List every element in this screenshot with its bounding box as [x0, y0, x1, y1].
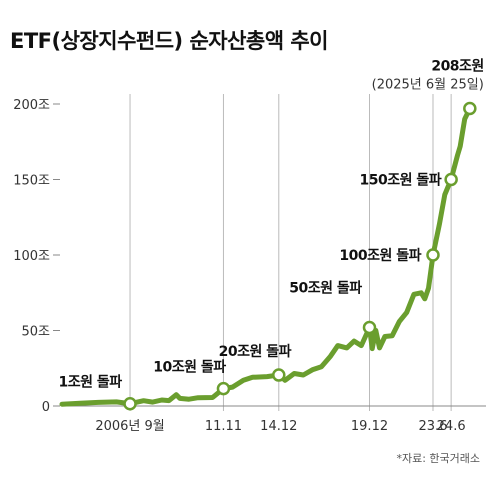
- milestone-label-1: 10조원 돌파: [153, 360, 226, 376]
- chart-title: ETF(상장지수펀드) 순자산총액 추이: [10, 29, 328, 53]
- milestone-marker-1: [216, 381, 231, 396]
- milestone-marker-0: [123, 396, 137, 411]
- milestone-marker-3: [362, 320, 377, 335]
- y-tick-label-2: 100조: [13, 249, 50, 264]
- milestone-label-0: 1조원 돌파: [58, 375, 122, 391]
- milestone-markers: [123, 101, 477, 411]
- y-tick-label-0: 0: [42, 400, 50, 415]
- milestone-label-6: 208조원: [431, 59, 483, 75]
- milestone-marker-6: [463, 101, 477, 116]
- series-line-0: [59, 106, 473, 407]
- x-tick-label-4: 23.6: [419, 419, 448, 434]
- milestone-label-4: 100조원 돌파: [339, 248, 421, 264]
- y-tick-label-3: 150조: [13, 174, 50, 189]
- milestone-label-2: 20조원 돌파: [219, 344, 292, 360]
- y-tick-label-1: 50조: [21, 325, 50, 340]
- source-note: *자료: 한국거래소: [396, 452, 480, 465]
- y-axis-labels: 0 50조 100조 150조 200조: [13, 98, 60, 415]
- milestone-label-3: 50조원 돌파: [289, 280, 362, 296]
- x-tick-label-1: 11.11: [205, 419, 242, 434]
- x-tick-label-2: 14.12: [260, 419, 297, 434]
- milestone-sublabel-6: (2025년 6월 25일): [372, 78, 484, 93]
- milestone-label-5: 150조원 돌파: [360, 173, 442, 189]
- x-guide-lines: [129, 94, 452, 411]
- milestone-marker-5: [444, 172, 458, 187]
- series-group: [59, 106, 473, 407]
- milestone-marker-2: [272, 368, 286, 382]
- x-tick-label-0: 2006년 9월: [95, 419, 164, 434]
- y-tick-label-4: 200조: [13, 98, 50, 113]
- x-axis-labels: 2006년 9월 11.11 14.12 19.12 23.624.6: [95, 419, 465, 434]
- x-tick-label-3: 19.12: [351, 419, 388, 434]
- milestone-marker-4: [426, 248, 440, 262]
- x-tick-label-5: 24.6: [437, 419, 466, 434]
